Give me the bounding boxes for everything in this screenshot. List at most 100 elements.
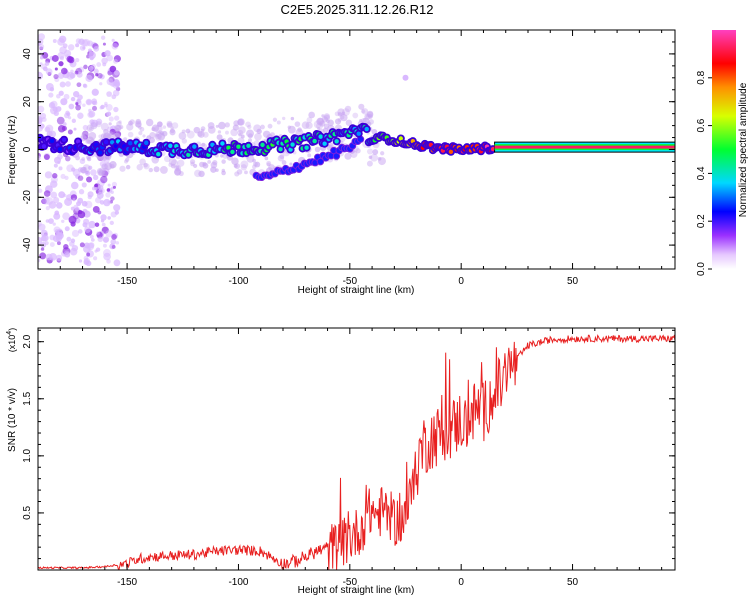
- main-track-point: [246, 143, 251, 149]
- main-track-point: [290, 142, 295, 147]
- spectrum-noise-point: [73, 204, 79, 210]
- spectrum-halo-point: [86, 136, 94, 145]
- spectrum-noise-point: [89, 56, 94, 61]
- main-track-point: [49, 138, 55, 144]
- spectrum-noise-point: [48, 218, 54, 224]
- spectrum-halo-point: [215, 168, 219, 173]
- spectrum-noise-point: [82, 46, 86, 50]
- spectrum-noise-point: [76, 201, 82, 207]
- spectrum-noise-point: [41, 198, 47, 205]
- spectrum-halo-point: [142, 134, 146, 138]
- spectrum-noise-point: [106, 188, 111, 192]
- spectrum-noise-point: [85, 74, 93, 82]
- spectrum-noise-point: [82, 83, 87, 88]
- spectrum-noise-point: [58, 166, 63, 171]
- spectrum-noise-point: [90, 169, 97, 176]
- spectrum-halo-point: [368, 119, 374, 125]
- spectrum-halo-point: [153, 166, 160, 173]
- spectrum-noise-point: [53, 163, 58, 168]
- main-track-point: [312, 138, 317, 144]
- spectrum-halo-point: [155, 133, 159, 137]
- spectrum-noise-point: [38, 43, 45, 50]
- spectrum-noise-point: [57, 153, 63, 160]
- spectrum-noise-point: [44, 171, 53, 179]
- spectrum-noise-point: [77, 229, 83, 234]
- spectrum-noise-point: [87, 48, 92, 53]
- spectrum-noise-point: [42, 66, 48, 72]
- main-track-point: [226, 145, 231, 150]
- spectrum-noise-point: [45, 124, 54, 133]
- main-track-point: [220, 141, 225, 146]
- spectrum-noise-point: [56, 241, 61, 246]
- spectrum-halo-point: [168, 162, 173, 167]
- spectrum-halo-point: [90, 122, 98, 130]
- spectrum-noise-point: [56, 116, 65, 125]
- snr-scale-base: (x10: [7, 335, 17, 353]
- spectrum-halo-point: [199, 161, 205, 168]
- colorbar-tick-label: 0.4: [696, 166, 707, 180]
- spectrum-xlabel: Height of straight line (km): [298, 285, 415, 296]
- spectrum-noise-point: [106, 111, 112, 117]
- main-track-point: [334, 139, 339, 144]
- spectrum-halo-point: [367, 111, 374, 118]
- spectrum-noise-point: [75, 104, 81, 111]
- spectrum-noise-point: [91, 88, 99, 96]
- spectrum-noise-point: [71, 229, 80, 238]
- spectrum-noise-point: [49, 242, 55, 247]
- y-tick-label: 40: [22, 48, 33, 60]
- spectrum-noise-point: [113, 204, 121, 212]
- spectrum-halo-point: [372, 149, 379, 155]
- spectrum-noise-point: [82, 103, 86, 107]
- spectrum-halo-point: [352, 112, 359, 119]
- spectrum-noise-point: [62, 212, 70, 221]
- spectrum-halo-point: [345, 119, 353, 126]
- spectrum-noise-point: [57, 51, 65, 60]
- spectrum-noise-point: [113, 55, 121, 63]
- spectrum-noise-point: [38, 155, 41, 161]
- spectrum-halo-point: [230, 128, 238, 137]
- spectrum-halo-point: [237, 118, 245, 126]
- spectrum-noise-point: [96, 231, 103, 239]
- spectrum-noise-point: [39, 46, 44, 51]
- spectrum-noise-point: [100, 175, 108, 184]
- spectrum-noise-point: [103, 198, 111, 207]
- spectrum-halo-point: [99, 167, 106, 174]
- spectrum-halo-point: [340, 114, 348, 122]
- main-track-point: [41, 144, 47, 149]
- spectrum-noise-point: [100, 35, 106, 40]
- spectrum-halo-point: [100, 122, 109, 131]
- spectrum-noise-point: [78, 66, 85, 73]
- spectrum-noise-point: [38, 258, 41, 263]
- spectrum-halo-point: [276, 120, 281, 125]
- spectrum-halo-point: [221, 170, 226, 176]
- spectrum-noise-point: [111, 234, 117, 240]
- spectrum-noise-point: [66, 112, 71, 117]
- spectrum-halo-point: [267, 123, 273, 129]
- spectrum-noise-point: [67, 44, 75, 51]
- spectrum-noise-point: [50, 191, 58, 199]
- spectrum-noise-point: [101, 57, 108, 65]
- spectrum-noise-point: [61, 125, 67, 132]
- spectrum-halo-point: [116, 121, 122, 127]
- spectrum-noise-point: [38, 188, 43, 194]
- spectrum-noise-point: [44, 61, 50, 66]
- main-track-point: [57, 147, 63, 152]
- spectrum-noise-point: [96, 62, 102, 67]
- spectrum-noise-point: [93, 256, 98, 261]
- spectrum-halo-point: [168, 157, 177, 166]
- spectrum-halo-point: [358, 103, 365, 110]
- spectrum-halo-point: [342, 108, 350, 117]
- x-tick-label: -150: [117, 577, 137, 588]
- spectrum-noise-point: [39, 252, 47, 260]
- spectrum-noise-point: [79, 158, 86, 165]
- spectrum-noise-point: [106, 91, 112, 97]
- spectrum-noise-point: [82, 38, 91, 47]
- spectrum-noise-point: [94, 222, 100, 227]
- spectrum-noise-point: [102, 249, 111, 257]
- spectrum-noise-point: [101, 222, 106, 227]
- spectrum-noise-point: [58, 35, 67, 43]
- spectrum-noise-point: [91, 98, 98, 105]
- y-tick-label: 2.0: [22, 334, 33, 348]
- spectrum-halo-point: [143, 162, 148, 168]
